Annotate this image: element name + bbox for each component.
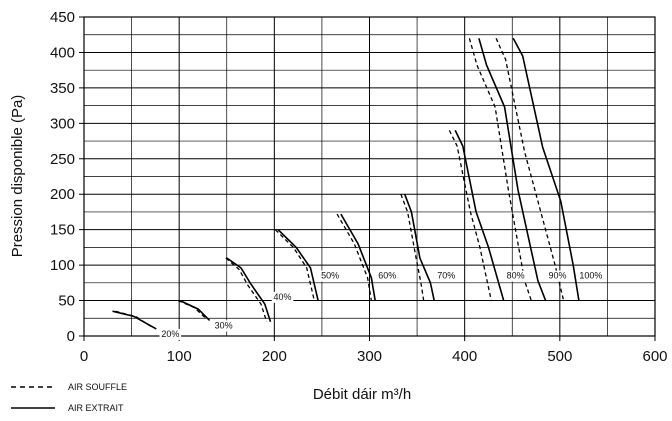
- y-axis-title: Pression disponible (Pa): [9, 95, 26, 258]
- speed-label-50: 50%: [321, 271, 339, 281]
- x-tick-label: 200: [262, 348, 287, 365]
- speed-label-bg: [319, 270, 341, 282]
- curve-air-extrait-20: [112, 310, 157, 330]
- speed-label-60: 60%: [378, 271, 396, 281]
- x-tick-label: 600: [642, 348, 667, 365]
- y-tick-label: 300: [50, 115, 75, 132]
- curve-air-extrait-70: [403, 193, 435, 301]
- speed-label-bg: [435, 270, 458, 282]
- x-tick-label: 0: [80, 348, 88, 365]
- curve-air-souffle-50: [274, 229, 315, 301]
- curve-air-souffle-80: [448, 130, 492, 301]
- speed-labels: 20% 30% 40% 50% 60% 70% 80% 90% 100%: [159, 270, 605, 340]
- curve-air-extrait-100: [512, 37, 580, 301]
- speed-label-20: 20%: [161, 329, 179, 339]
- y-tick-label: 350: [50, 80, 75, 97]
- speed-label-bg: [504, 270, 527, 282]
- y-tick-label: 250: [50, 151, 75, 168]
- y-tick-label: 450: [50, 9, 75, 26]
- major-gridlines: [79, 16, 656, 341]
- speed-label-bg: [212, 320, 235, 332]
- curve-air-souffle-90: [468, 38, 532, 301]
- x-tick-label: 100: [167, 348, 192, 365]
- x-tick-label: 400: [452, 348, 477, 365]
- x-tick-labels: 0 100 200 300 400 500 600: [80, 348, 668, 365]
- y-tick-label: 100: [50, 257, 75, 274]
- y-tick-label: 400: [50, 44, 75, 61]
- x-tick-label: 500: [547, 348, 572, 365]
- curve-air-souffle-70: [400, 193, 425, 301]
- curve-air-extrait-90: [478, 38, 547, 301]
- speed-label-90: 90%: [549, 271, 567, 281]
- y-tick-label: 50: [58, 293, 75, 310]
- speed-label-80: 80%: [507, 271, 525, 281]
- y-tick-label: 150: [50, 222, 75, 239]
- curve-air-extrait-60: [340, 213, 376, 301]
- curve-air-extrait-40: [226, 257, 272, 323]
- speed-label-bg: [271, 291, 294, 303]
- y-tick-label: 200: [50, 186, 75, 203]
- y-tick-labels: 0 50 100 150 200 250 300 350 400 450: [50, 9, 75, 345]
- curve-air-extrait-80: [454, 130, 505, 301]
- speed-label-70: 70%: [437, 271, 455, 281]
- x-axis-title: Débit dáir m³/h: [313, 386, 411, 403]
- curve-air-souffle-100: [495, 38, 565, 301]
- curve-air-souffle-30: [177, 300, 207, 319]
- curves: [112, 37, 580, 330]
- speed-label-bg: [546, 270, 569, 282]
- plot-frame: [83, 16, 656, 337]
- legend-label-air-souffle: AIR SOUFFLE: [68, 382, 127, 392]
- speed-label-30: 30%: [215, 320, 233, 330]
- x-tick-label: 300: [357, 348, 382, 365]
- speed-label-bg: [577, 270, 605, 282]
- curve-air-extrait-50: [277, 229, 319, 301]
- curve-air-souffle-60: [336, 213, 373, 301]
- y-tick-label: 0: [67, 328, 75, 345]
- legend-label-air-extrait: AIR EXTRAIT: [68, 403, 124, 413]
- curve-air-extrait-30: [179, 299, 211, 321]
- curve-air-souffle-40: [225, 257, 268, 322]
- legend: AIR SOUFFLE AIR EXTRAIT: [11, 382, 127, 413]
- speed-label-100: 100%: [579, 271, 602, 281]
- speed-label-bg: [376, 270, 399, 282]
- speed-label-40: 40%: [274, 292, 292, 302]
- speed-label-bg: [159, 328, 182, 340]
